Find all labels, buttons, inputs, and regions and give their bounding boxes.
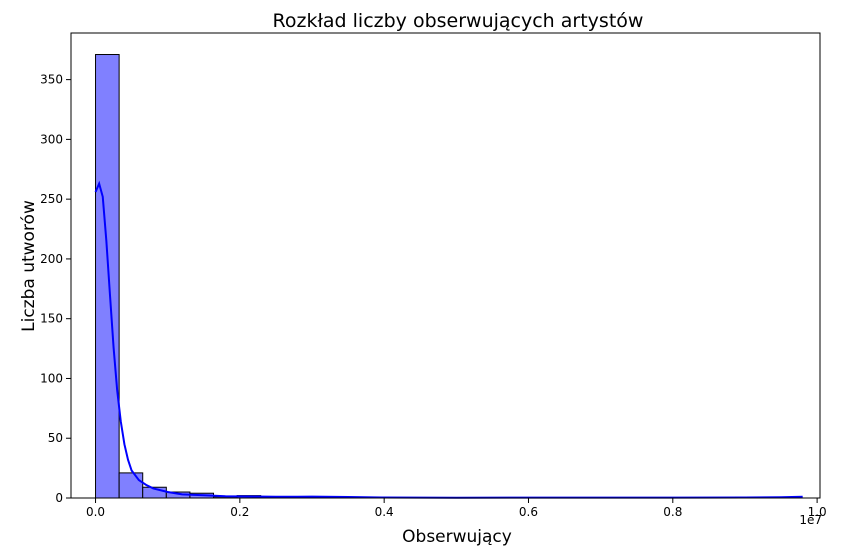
x-tick-label-4: 0.8 [663,505,682,519]
x-axis: 0.0 0.2 0.4 0.6 0.8 1.0 [86,498,827,519]
histogram-bars [95,54,332,499]
histogram-bar-1 [118,472,144,499]
y-tick-label-4: 200 [40,252,63,266]
y-tick-label-6: 300 [40,132,63,146]
x-tick-label-2: 0.4 [375,505,394,519]
chart-title: Rozkład liczby obserwujących artystów [273,10,644,32]
y-tick-label-3: 150 [40,312,63,326]
plot-area [70,32,821,499]
y-tick-label-0: 0 [55,491,63,505]
y-tick-label-1: 50 [48,431,63,445]
y-tick-label-5: 250 [40,192,63,206]
x-tick-label-5: 1.0 [808,505,827,519]
histogram-bar-0 [95,54,120,499]
x-tick-label-1: 0.2 [230,505,249,519]
x-offset-label: 1e7 [799,513,822,527]
x-axis-label: Obserwujący [402,527,512,547]
y-tick-label-7: 350 [40,73,63,87]
x-tick-label-3: 0.6 [519,505,538,519]
kde-line [94,180,803,499]
y-axis: 0 50 100 150 200 250 300 350 [40,73,71,505]
y-tick-label-2: 100 [40,371,63,385]
y-axis-label: Liczba utworów [19,200,39,332]
plot-frame [70,32,821,499]
x-tick-label-0: 0.0 [86,505,105,519]
